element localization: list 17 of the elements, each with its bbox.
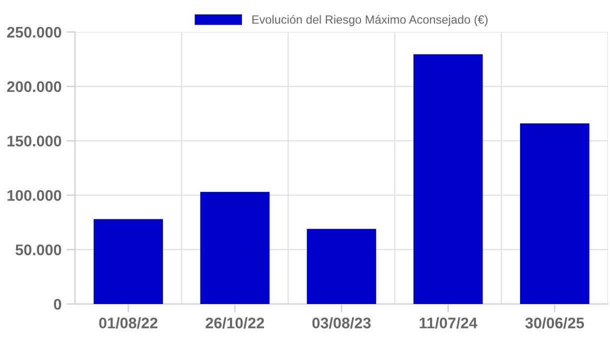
- x-tick-label: 26/10/22: [206, 317, 264, 329]
- legend-label: Evolución del Riesgo Máximo Aconsejado (€): [252, 14, 488, 26]
- y-tick-label: 50.000: [16, 244, 62, 256]
- x-tick-label: 01/08/22: [99, 317, 158, 329]
- y-tick-label: 100.000: [8, 190, 62, 201]
- x-tick-label: 11/07/24: [420, 317, 478, 329]
- bar: [306, 228, 376, 304]
- y-tick-label: 250.000: [7, 26, 62, 38]
- x-tick-label: 03/08/23: [312, 317, 371, 329]
- y-tick-label: 0: [54, 298, 62, 310]
- bar: [200, 192, 270, 304]
- bar: [413, 54, 483, 304]
- bar: [94, 219, 163, 304]
- y-tick-label: 200.000: [7, 81, 62, 92]
- bar: [520, 123, 590, 304]
- y-tick-label: 150.000: [8, 136, 62, 146]
- x-tick-label: 30/06/25: [525, 317, 584, 329]
